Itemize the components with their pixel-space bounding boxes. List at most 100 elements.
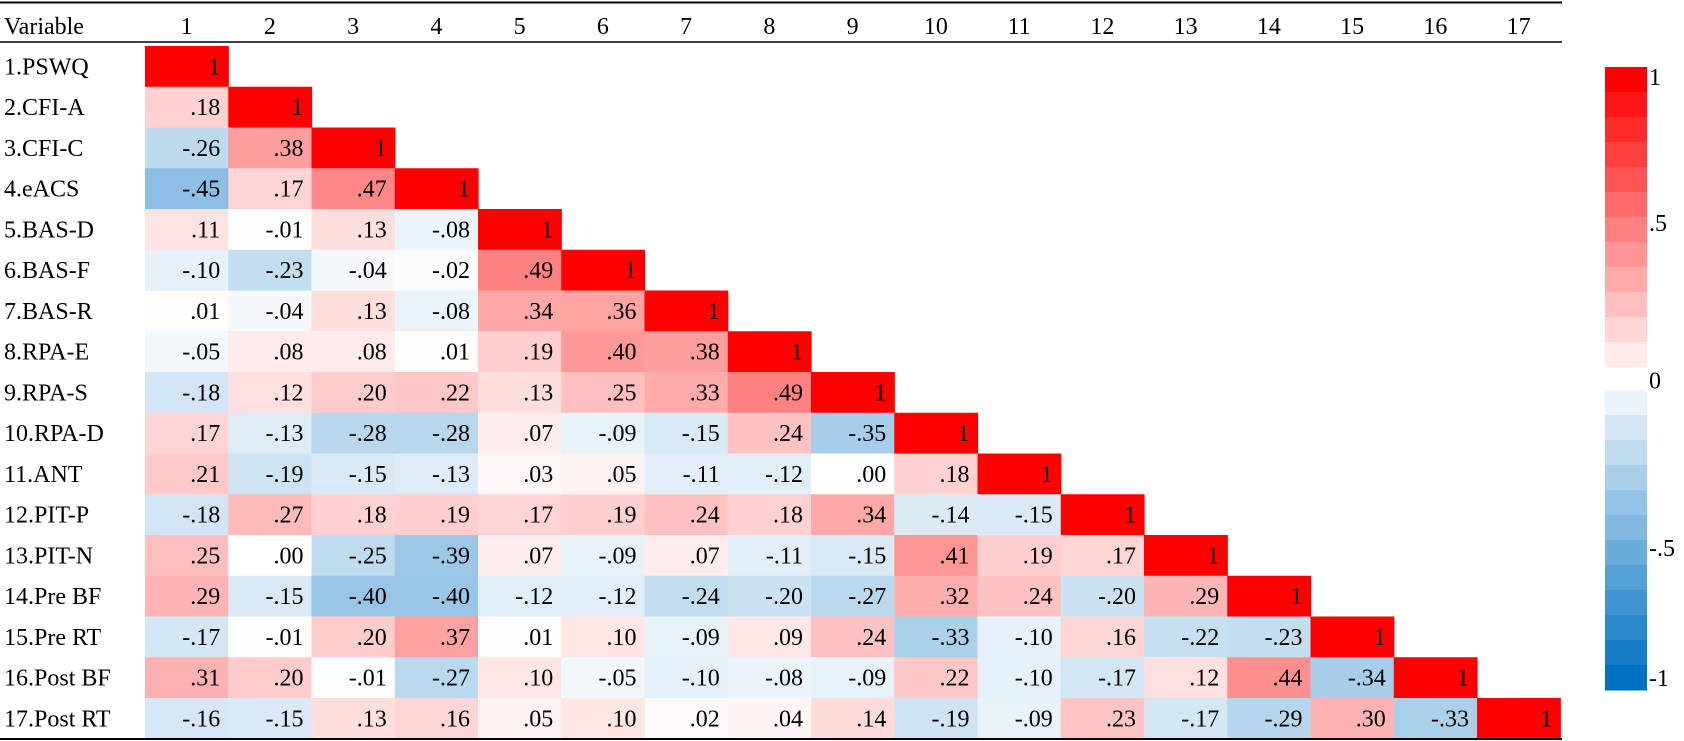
column-label-12: 12	[1090, 14, 1114, 40]
legend-swatch	[1605, 92, 1647, 118]
cell-value-label: -.27	[432, 666, 470, 692]
heatmap-cell	[894, 453, 979, 495]
heatmap-cell	[478, 698, 562, 740]
heatmap-cell	[1060, 698, 1145, 740]
heatmap-cell	[561, 657, 646, 699]
legend-swatch	[1605, 415, 1647, 441]
cell-value-label: 1	[1041, 462, 1053, 488]
heatmap-cell	[1060, 616, 1145, 658]
heatmap-cell	[727, 535, 812, 577]
cell-value-label: .07	[690, 543, 720, 569]
heatmap-cell	[228, 372, 313, 414]
cell-value-label: .10	[607, 625, 637, 651]
cell-value-label: .11	[191, 217, 220, 243]
heatmap-cell	[1144, 535, 1228, 577]
cell-value-label: 1	[708, 299, 720, 325]
cell-value-label: -.29	[1265, 706, 1303, 732]
cell-value-label: .30	[1356, 706, 1386, 732]
cell-value-label: -.10	[1015, 666, 1053, 692]
row-label: 7.BAS-R	[4, 299, 93, 325]
cell-value-label: -.33	[932, 625, 970, 651]
heatmap-cell	[727, 453, 812, 495]
heatmap-cell	[644, 453, 729, 495]
heatmap-cell	[727, 616, 812, 658]
cell-value-label: .24	[690, 503, 720, 529]
variable-column-header: Variable	[4, 14, 84, 40]
heatmap-cell	[478, 372, 562, 414]
heatmap-cell	[228, 698, 313, 740]
row-label: 1.PSWQ	[4, 54, 89, 80]
heatmap-cell	[394, 535, 479, 577]
heatmap-cell	[394, 331, 479, 373]
heatmap-cell	[478, 535, 562, 577]
cell-value-label: .24	[856, 625, 886, 651]
cell-value-label: -.40	[432, 584, 470, 610]
heatmap-cell	[1310, 616, 1395, 658]
heatmap-cell	[1227, 575, 1312, 618]
cell-value-label: .29	[1189, 584, 1219, 610]
legend-swatch	[1605, 317, 1647, 343]
legend-tick-label: 1	[1649, 65, 1661, 91]
cell-value-label: .47	[357, 177, 387, 203]
cell-value-label: .12	[274, 380, 304, 406]
cell-value-label: .17	[274, 177, 304, 203]
heatmap-cell	[977, 535, 1062, 577]
heatmap-cell	[478, 494, 562, 536]
heatmap-cell	[394, 249, 479, 292]
legend-swatch	[1605, 565, 1647, 591]
legend-swatch	[1605, 167, 1647, 193]
heatmap-cell	[727, 494, 812, 536]
cell-value-label: .19	[1023, 543, 1053, 569]
cell-value-label: .09	[773, 625, 803, 651]
heatmap-cell	[1144, 657, 1228, 699]
heatmap-cell	[145, 616, 229, 658]
heatmap-cell	[894, 698, 979, 740]
cell-value-label: -.28	[432, 421, 470, 447]
heatmap-cell	[228, 249, 313, 292]
cell-value-label: -.05	[182, 340, 220, 366]
legend-swatch	[1605, 117, 1647, 143]
heatmap-cell	[228, 494, 313, 536]
heatmap-cell	[894, 412, 979, 455]
cell-value-label: .25	[607, 380, 637, 406]
heatmap-cell	[644, 372, 729, 414]
cell-value-label: .24	[773, 421, 803, 447]
cell-value-label: -.10	[1015, 625, 1053, 651]
cell-value-label: .32	[940, 584, 970, 610]
heatmap-cell	[228, 86, 313, 129]
heatmap-cell	[561, 249, 646, 292]
cell-value-label: 1	[1540, 706, 1552, 732]
heatmap-cell	[644, 290, 729, 332]
cell-value-label: -.33	[1431, 706, 1469, 732]
heatmap-cell	[644, 535, 729, 577]
heatmap-cell	[228, 168, 313, 210]
heatmap-cell	[145, 657, 229, 699]
heatmap-cell	[311, 209, 396, 251]
cell-value-label: -.23	[266, 258, 304, 284]
heatmap-cell	[145, 86, 229, 129]
heatmap-cell	[1393, 657, 1478, 699]
heatmap-cell	[145, 372, 229, 414]
cell-value-label: -.14	[932, 503, 970, 529]
legend-swatch	[1605, 640, 1647, 666]
heatmap-cell	[727, 412, 812, 455]
cell-value-label: -.09	[599, 421, 637, 447]
cell-value-label: -.27	[848, 584, 886, 610]
cell-value-label: -.35	[848, 421, 886, 447]
cell-value-label: 1	[292, 95, 304, 121]
cell-value-label: .38	[274, 136, 304, 162]
cell-value-label: .29	[190, 584, 220, 610]
heatmap-cells: 1 .18 1 -.26 .38 1 -.45 .17 .47 1 .11 -.01 .13 -.08 1 -…	[145, 46, 1561, 740]
heatmap-cell	[311, 453, 396, 495]
cell-value-label: -.19	[932, 706, 970, 732]
heatmap-cell	[145, 127, 229, 169]
column-label-14: 14	[1257, 14, 1281, 40]
cell-value-label: .22	[940, 666, 970, 692]
heatmap-cell	[228, 616, 313, 658]
heatmap-cell	[311, 168, 396, 210]
heatmap-cell	[644, 412, 729, 455]
heatmap-cell	[977, 616, 1062, 658]
cell-value-label: .00	[274, 543, 304, 569]
heatmap-cell	[727, 331, 812, 373]
heatmap-cell	[394, 698, 479, 740]
